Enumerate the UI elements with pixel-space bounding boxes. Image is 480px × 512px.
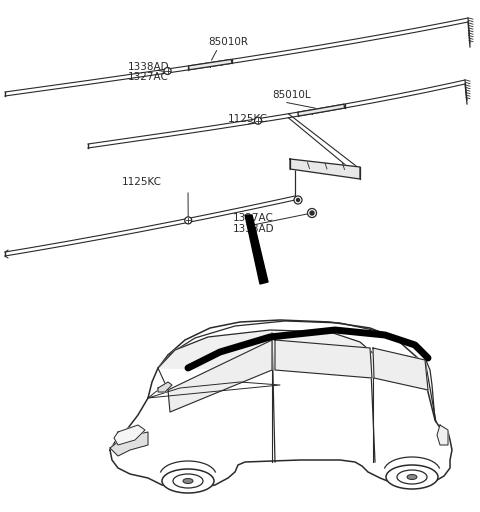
Circle shape [164,68,171,74]
Text: 1125KC: 1125KC [122,177,162,187]
Ellipse shape [183,479,193,483]
Polygon shape [110,432,148,456]
Polygon shape [158,382,172,392]
Polygon shape [437,425,448,445]
Text: 1338AD: 1338AD [128,62,169,72]
Polygon shape [110,320,452,488]
Ellipse shape [407,475,417,480]
Circle shape [185,217,192,224]
Polygon shape [188,59,232,70]
Text: 1125KC: 1125KC [228,114,268,124]
Text: 85010L: 85010L [272,90,311,100]
Circle shape [254,117,262,124]
Polygon shape [114,425,145,445]
Circle shape [297,199,300,202]
Polygon shape [373,348,428,390]
Circle shape [310,211,314,215]
Polygon shape [290,159,360,179]
Polygon shape [158,330,375,370]
Polygon shape [168,340,272,412]
Polygon shape [275,340,372,378]
Ellipse shape [173,474,203,488]
Polygon shape [298,104,345,116]
Text: 1327AC: 1327AC [128,72,169,82]
Text: 85010R: 85010R [208,37,248,47]
Circle shape [308,208,316,218]
Text: 1338AD: 1338AD [233,224,275,234]
Ellipse shape [397,470,427,484]
Text: 1327AC: 1327AC [233,213,274,223]
Ellipse shape [162,469,214,493]
Polygon shape [245,215,268,284]
Circle shape [294,196,302,204]
Ellipse shape [386,465,438,489]
